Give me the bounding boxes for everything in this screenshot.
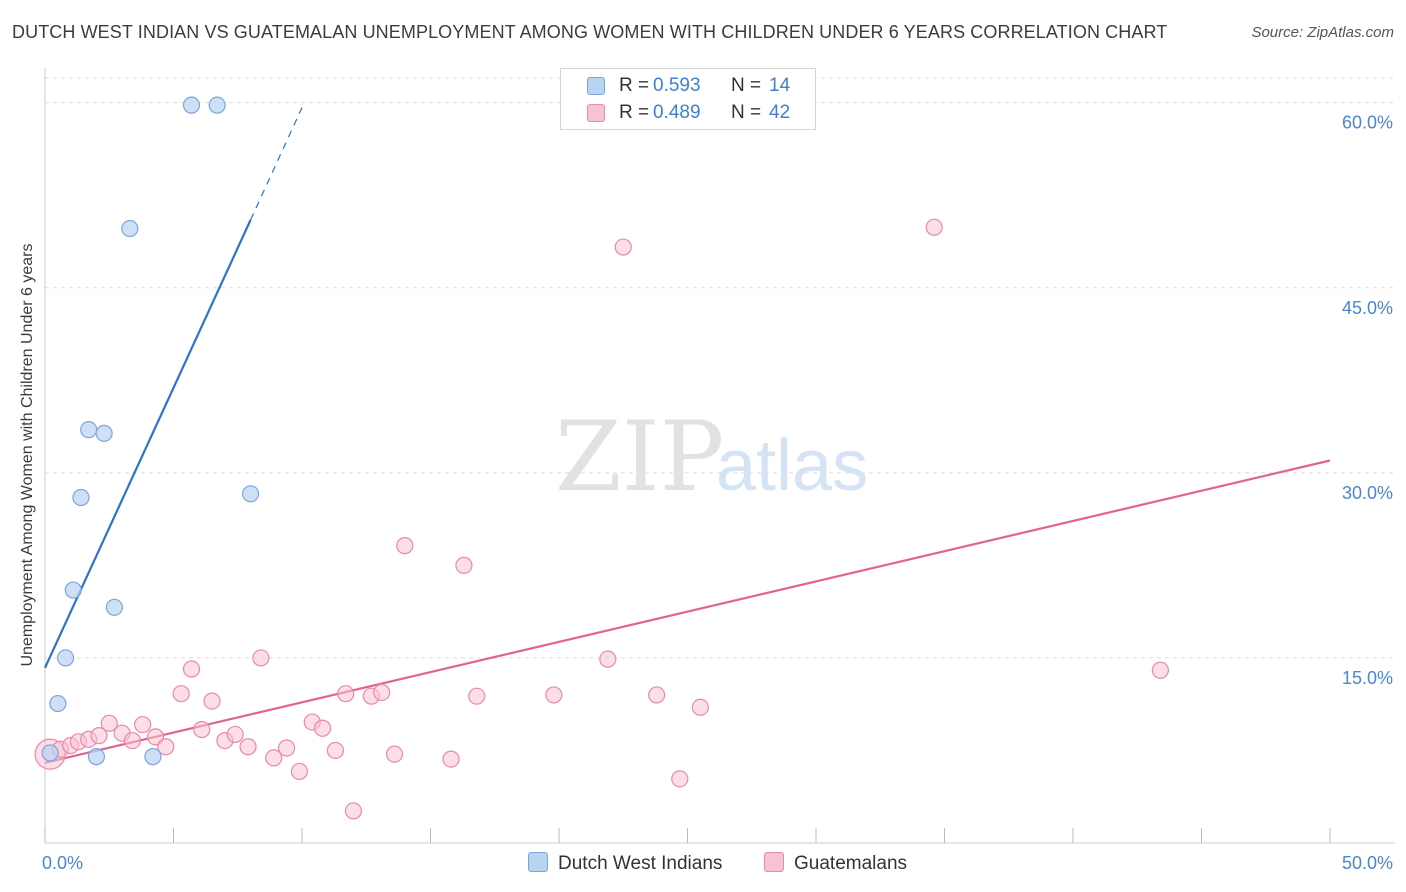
point-guatemalans [344,802,362,820]
legend: R = 0.593 N = 14 R = 0.489 N = 42 [560,68,816,130]
trend-line-dutch-west-indians-extension [250,107,303,221]
point-dutch-west-indians [242,485,260,503]
legend-n-value: 14 [769,75,791,96]
bottom-legend-swatch-pink [764,852,784,872]
point-guatemalans [172,685,190,703]
bottom-legend-guatemalans: Guatemalans [764,852,907,875]
point-guatemalans [134,715,152,734]
source-note: Source: ZipAtlas.com [1251,24,1394,41]
point-guatemalans [193,720,211,739]
point-guatemalans [337,685,355,703]
tick-labels: 15.0% 30.0% 45.0% 60.0% 0.0% 50.0% [42,113,1393,873]
point-dutch-west-indians [144,748,162,766]
point-guatemalans [290,762,309,781]
y-tick-label: 15.0% [1342,668,1393,688]
point-guatemalans [277,739,296,757]
legend-n-value: 42 [769,102,791,123]
chart-title: DUTCH WEST INDIAN VS GUATEMALAN UNEMPLOY… [12,22,1168,42]
point-guatemalans [545,686,563,704]
bottom-legend-dutch-west-indians: Dutch West Indians [528,852,722,875]
x-tick-label-min: 0.0% [42,853,83,873]
point-guatemalans [239,738,257,756]
point-guatemalans [599,650,617,668]
point-guatemalans [313,719,332,737]
point-dutch-west-indians [208,96,226,114]
legend-r-value: 0.593 [653,75,701,96]
watermark-zip: ZIP [555,401,724,513]
legend-swatch-pink [587,104,605,122]
bottom-legend-swatch-blue [528,852,548,872]
point-dutch-west-indians [72,488,90,507]
point-guatemalans [385,745,404,763]
point-guatemalans [691,698,709,716]
point-guatemalans [252,649,270,667]
point-guatemalans [648,686,666,704]
legend-n-label: N = [731,75,762,96]
point-guatemalans [265,749,283,767]
point-guatemalans [373,683,391,702]
point-dutch-west-indians [95,424,113,442]
point-dutch-west-indians [49,694,67,713]
point-dutch-west-indians [105,598,123,616]
watermark: ZIP atlas [555,401,868,513]
legend-swatch-blue [587,77,605,95]
legend-r-label: R = [619,102,650,123]
gridlines [45,77,1395,659]
y-tick-label: 45.0% [1342,298,1393,318]
x-tick-label-max: 50.0% [1342,853,1393,873]
y-tick-label: 30.0% [1342,483,1393,503]
y-tick-label: 60.0% [1342,113,1393,133]
legend-r-value: 0.489 [653,102,701,123]
point-guatemalans [203,692,221,710]
trend-line-dutch-west-indians [44,219,252,669]
legend-n-label: N = [731,102,762,123]
point-dutch-west-indians [56,649,75,667]
point-dutch-west-indians [121,219,139,238]
point-guatemalans [123,731,141,750]
trend-line-guatemalans [44,459,1331,764]
point-guatemalans [614,238,632,256]
point-guatemalans [925,218,943,236]
point-guatemalans [90,727,108,745]
point-dutch-west-indians [87,748,106,766]
point-guatemalans [157,738,175,756]
point-dutch-west-indians [80,421,98,439]
bottom-legend-label: Dutch West Indians [558,853,723,874]
legend-r-label: R = [619,75,650,96]
data-points [34,96,1169,820]
point-guatemalans [455,556,473,574]
point-guatemalans [100,714,118,732]
point-guatemalans [1151,661,1169,679]
point-guatemalans [396,537,414,555]
point-guatemalans [226,725,244,744]
point-guatemalans [442,750,460,768]
axes [44,68,1395,844]
point-guatemalans [468,687,486,705]
point-guatemalans [671,770,689,788]
point-dutch-west-indians [182,96,201,114]
point-dutch-west-indians [64,581,82,599]
point-guatemalans [326,741,345,760]
watermark-atlas: atlas [716,426,868,506]
point-dutch-west-indians [41,744,59,762]
point-guatemalans [182,660,201,678]
bottom-legend-label: Guatemalans [794,853,908,874]
